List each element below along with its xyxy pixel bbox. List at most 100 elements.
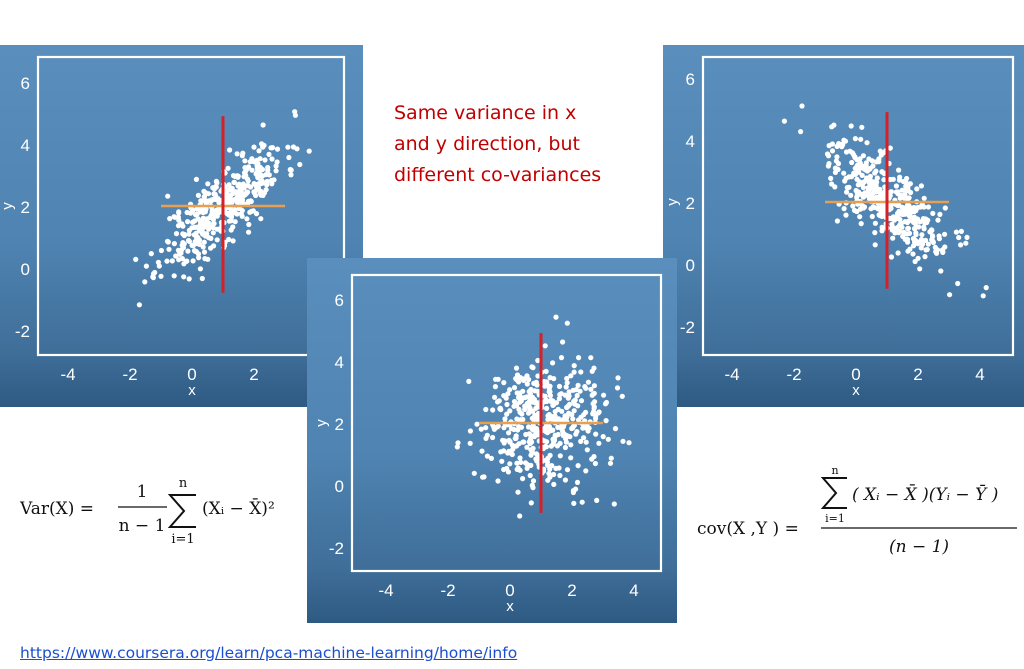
- data-point: [543, 423, 549, 429]
- data-point: [902, 211, 908, 217]
- data-point: [246, 221, 252, 228]
- data-point: [474, 421, 480, 427]
- data-point: [929, 233, 936, 239]
- data-point: [285, 144, 291, 150]
- data-point: [518, 424, 525, 430]
- data-point: [947, 292, 953, 298]
- y-axis-label: y: [0, 202, 16, 210]
- covariance-sum-top: n: [831, 464, 838, 477]
- data-point: [876, 156, 882, 162]
- data-point: [501, 448, 507, 454]
- data-point: [240, 184, 246, 190]
- data-point: [571, 408, 577, 414]
- caption-text: Same variance in x and y direction, but …: [394, 98, 644, 191]
- data-point: [799, 103, 805, 109]
- data-point: [171, 273, 177, 279]
- data-point: [524, 444, 530, 450]
- data-point: [562, 444, 568, 451]
- data-point: [865, 185, 871, 191]
- data-point: [564, 320, 570, 326]
- data-point: [912, 237, 918, 243]
- data-point: [204, 216, 210, 222]
- data-point: [511, 403, 517, 409]
- data-point: [502, 416, 508, 422]
- data-point: [872, 230, 878, 236]
- data-point: [287, 166, 293, 173]
- data-point: [206, 235, 212, 241]
- data-point: [546, 389, 552, 395]
- data-point: [169, 258, 175, 264]
- data-point: [173, 231, 180, 237]
- x-tick-label: 2: [567, 581, 576, 600]
- data-point: [534, 417, 540, 423]
- data-point: [922, 254, 928, 260]
- source-link[interactable]: https://www.coursera.org/learn/pca-machi…: [20, 644, 518, 662]
- data-point: [158, 273, 164, 279]
- data-point: [583, 385, 589, 391]
- data-point: [958, 242, 964, 248]
- data-point: [454, 444, 460, 450]
- data-point: [231, 179, 237, 185]
- y-tick-label: 4: [21, 136, 30, 155]
- y-tick-label: -2: [680, 318, 695, 337]
- data-point: [150, 274, 156, 280]
- y-axis-label: y: [664, 198, 681, 206]
- data-point: [483, 425, 489, 431]
- data-point: [543, 368, 549, 374]
- data-point: [589, 368, 595, 374]
- data-point: [874, 185, 880, 191]
- data-point: [206, 226, 212, 232]
- data-point: [562, 413, 568, 419]
- data-point: [898, 220, 905, 226]
- plot-frame: [350, 273, 663, 573]
- data-point: [612, 426, 619, 432]
- data-point: [143, 263, 149, 269]
- data-point: [588, 355, 594, 361]
- data-point: [257, 156, 263, 162]
- data-point: [193, 233, 199, 239]
- data-point: [918, 183, 924, 189]
- data-point: [872, 181, 878, 187]
- data-point: [881, 177, 887, 183]
- y-tick-label: 0: [686, 256, 695, 275]
- data-point: [269, 156, 275, 162]
- data-point: [874, 175, 880, 181]
- data-point: [942, 205, 948, 211]
- data-point: [510, 446, 516, 452]
- data-point: [561, 431, 568, 437]
- x-tick-label: -2: [440, 581, 455, 600]
- data-point: [841, 170, 847, 176]
- data-point: [167, 216, 173, 222]
- data-point: [878, 152, 884, 158]
- data-point: [576, 355, 582, 361]
- data-point: [907, 181, 913, 187]
- data-point: [483, 406, 489, 413]
- data-point: [942, 244, 948, 250]
- data-point: [872, 242, 878, 248]
- data-point: [455, 440, 461, 446]
- data-point: [193, 176, 199, 182]
- data-point: [211, 220, 217, 227]
- data-point: [520, 476, 526, 482]
- scatter-panel-positive: -2 0 2 4 6 -4 -2 0 2 x y: [0, 45, 363, 407]
- data-point: [890, 225, 896, 231]
- data-point: [896, 177, 903, 183]
- data-point: [518, 398, 524, 404]
- data-point: [849, 159, 855, 166]
- data-point: [913, 230, 919, 236]
- data-point: [560, 339, 566, 345]
- data-point: [591, 405, 597, 411]
- x-tick-label: 4: [975, 365, 984, 384]
- data-point: [584, 423, 590, 429]
- data-point: [230, 190, 236, 196]
- data-point: [849, 150, 856, 156]
- data-point: [274, 146, 281, 152]
- data-point: [593, 413, 599, 419]
- data-point: [546, 412, 552, 418]
- data-point: [258, 216, 264, 222]
- data-point: [493, 376, 499, 382]
- data-point: [980, 293, 986, 299]
- data-point: [514, 372, 521, 378]
- data-point: [583, 439, 589, 445]
- data-point: [601, 392, 607, 398]
